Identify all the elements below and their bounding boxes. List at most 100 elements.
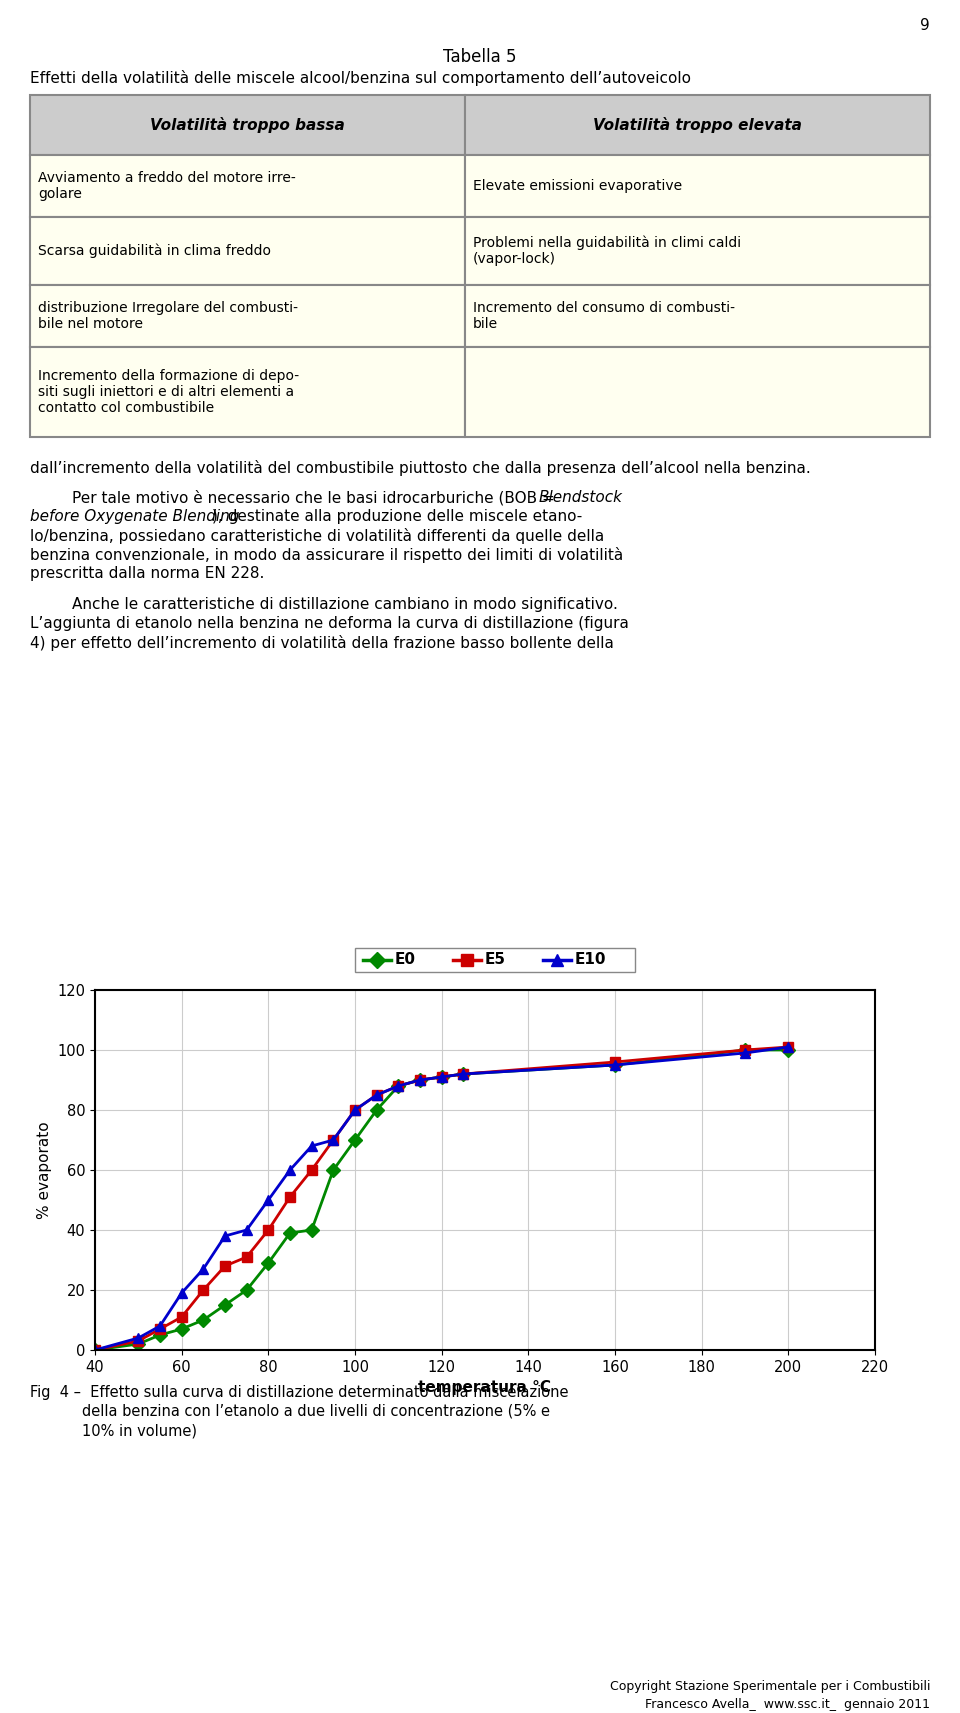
E0 [284,1223,296,1244]
E5 [739,1040,751,1060]
E0 [610,1055,621,1076]
E0 [132,1334,144,1355]
E0 [415,1069,426,1089]
E5 [782,1036,794,1057]
Text: Elevate emissioni evaporative: Elevate emissioni evaporative [473,178,683,194]
Bar [30,348,465,437]
Bar [30,154,465,218]
Bar [465,348,930,437]
E5 [263,1220,275,1240]
Bar [30,284,465,348]
E10 [436,1067,447,1088]
X-axis label: temperatura °C: temperatura °C [419,1381,551,1396]
Text: 10% in volume): 10% in volume) [82,1424,197,1437]
Text: Blendstock: Blendstock [539,490,623,505]
Text: Fig  4 –  Effetto sulla curva di distillazione determinato dalla miscelazione: Fig 4 – Effetto sulla curva di distillaz… [30,1386,568,1400]
Line: E10: E10 [90,1042,793,1355]
E10 [393,1076,404,1096]
Bar [465,284,930,348]
Text: Volatilità troppo bassa: Volatilità troppo bassa [150,116,345,134]
Text: dall’incremento della volatilità del combustibile piuttosto che dalla presenza d: dall’incremento della volatilità del com… [30,461,811,476]
Text: Incremento del consumo di combusti-
bile: Incremento del consumo di combusti- bile [473,301,735,331]
E0 [782,1040,794,1060]
Text: Francesco Avella_  www.ssc.it_  gennaio 2011: Francesco Avella_ www.ssc.it_ gennaio 20… [645,1698,930,1711]
E5 [306,1160,318,1180]
Bar [354,947,635,971]
Text: 4) per effetto dell’incremento di volatilità della frazione basso bollente della: 4) per effetto dell’incremento di volati… [30,636,613,651]
Text: Volatilità troppo elevata: Volatilità troppo elevata [593,116,802,134]
Bar [465,94,930,154]
Text: Anche le caratteristiche di distillazione cambiano in modo significativo.: Anche le caratteristiche di distillazion… [72,596,618,612]
E5 [284,1187,296,1208]
E10 [241,1220,252,1240]
E10 [371,1084,382,1105]
E10 [415,1069,426,1089]
E5 [132,1331,144,1352]
E10 [263,1191,275,1211]
E5 [198,1280,209,1300]
E5 [327,1129,339,1149]
Text: before Oxygenate Blending: before Oxygenate Blending [30,509,239,524]
Text: prescritta dalla norma EN 228.: prescritta dalla norma EN 228. [30,567,264,581]
E0 [219,1295,230,1316]
E5 [458,1064,469,1084]
Text: Per tale motivo è necessario che le basi idrocarburiche (BOB =: Per tale motivo è necessario che le basi… [72,490,560,505]
E0 [198,1310,209,1331]
E0 [349,1129,361,1149]
E10 [739,1043,751,1064]
Bar [465,154,930,218]
E0 [371,1100,382,1120]
E10 [132,1328,144,1348]
E0 [327,1160,339,1180]
Text: Problemi nella guidabilità in climi caldi
(vapor-lock): Problemi nella guidabilità in climi cald… [473,236,741,266]
Text: L’aggiunta di etanolo nella benzina ne deforma la curva di distillazione (figura: L’aggiunta di etanolo nella benzina ne d… [30,615,629,630]
E10 [284,1160,296,1180]
E10 [219,1227,230,1247]
Line: E0: E0 [90,1045,793,1355]
Bar [30,218,465,284]
E5 [371,1084,382,1105]
E10 [349,1100,361,1120]
Text: distribuzione Irregolare del combusti-
bile nel motore: distribuzione Irregolare del combusti- b… [38,301,298,331]
E5 [436,1067,447,1088]
Text: benzina convenzionale, in modo da assicurare il rispetto dei limiti di volatilit: benzina convenzionale, in modo da assicu… [30,548,623,564]
E5 [393,1076,404,1096]
E0 [241,1280,252,1300]
Text: ), destinate alla produzione delle miscele etano-: ), destinate alla produzione delle misce… [212,509,583,524]
E10 [458,1064,469,1084]
E5 [155,1319,166,1340]
E0 [458,1064,469,1084]
Text: Incremento della formazione di depo-
siti sugli iniettori e di altri elementi a
: Incremento della formazione di depo- sit… [38,368,300,415]
E10 [327,1129,339,1149]
E0 [89,1340,101,1360]
Text: lo/benzina, possiedano caratteristiche di volatilità differenti da quelle della: lo/benzina, possiedano caratteristiche d… [30,528,604,545]
E10 [198,1259,209,1280]
Bar [465,218,930,284]
Bar [30,94,465,154]
E0 [263,1252,275,1273]
Text: della benzina con l’etanolo a due livelli di concentrazione (5% e: della benzina con l’etanolo a due livell… [82,1405,550,1418]
E5 [349,1100,361,1120]
E5 [241,1247,252,1268]
Text: Tabella 5: Tabella 5 [444,48,516,67]
E5 [89,1340,101,1360]
E0 [393,1076,404,1096]
E10 [155,1316,166,1336]
Text: Avviamento a freddo del motore irre-
golare: Avviamento a freddo del motore irre- gol… [38,171,296,200]
E0 [155,1324,166,1345]
E5 [610,1052,621,1072]
E5 [219,1256,230,1276]
Y-axis label: % evaporato: % evaporato [36,1122,52,1220]
E10 [306,1136,318,1156]
E0 [739,1040,751,1060]
Text: E10: E10 [574,952,606,968]
E10 [89,1340,101,1360]
Text: Scarsa guidabilità in clima freddo: Scarsa guidabilità in clima freddo [38,243,271,259]
E10 [610,1055,621,1076]
Line: E5: E5 [90,1042,793,1355]
E0 [436,1067,447,1088]
Text: Copyright Stazione Sperimentale per i Combustibili: Copyright Stazione Sperimentale per i Co… [610,1680,930,1692]
Text: E5: E5 [485,952,506,968]
E0 [176,1319,187,1340]
Text: E0: E0 [395,952,416,968]
